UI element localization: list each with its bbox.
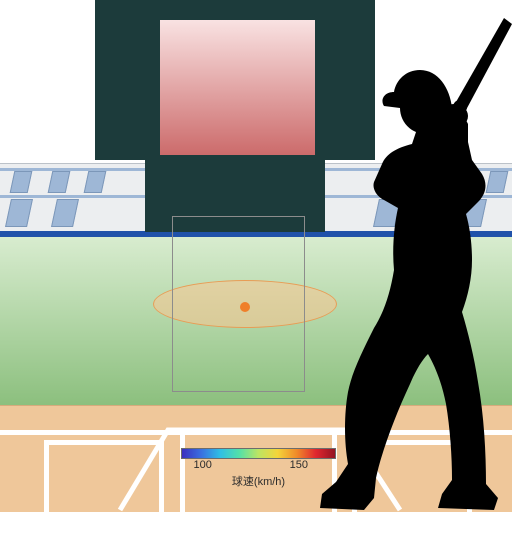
strike-zone [172,216,305,392]
colorbar-tick: 100 [194,459,212,471]
batter-silhouette [300,12,512,512]
scoreboard-screen [160,20,315,155]
batter-box-left [44,440,164,560]
